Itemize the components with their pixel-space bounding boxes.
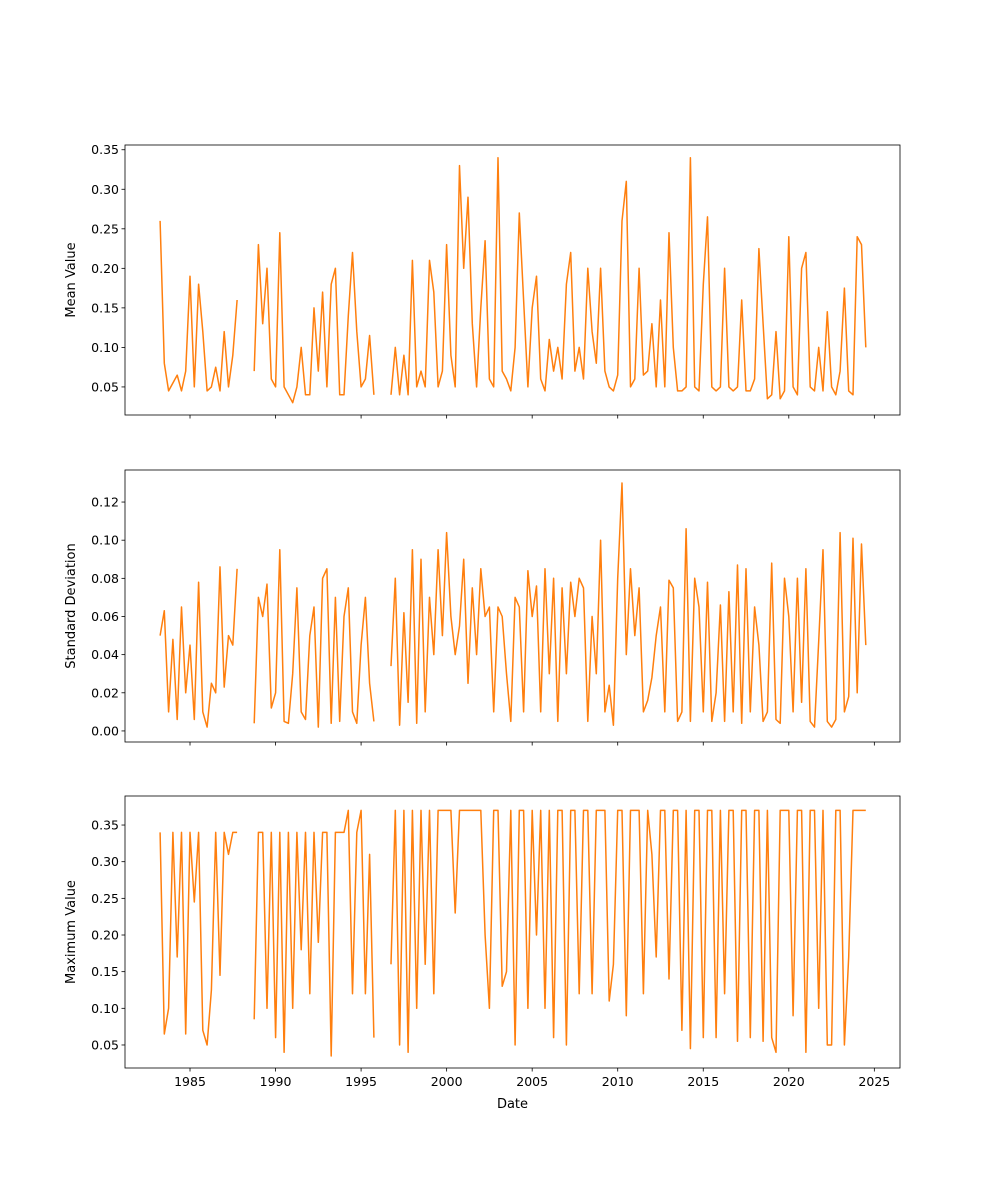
y-tick-label: 0.30 <box>91 854 119 869</box>
subplot-2: 0.00 0.02 0.04 0.06 0.08 0.10 0.12 Standard Dev… <box>64 469 901 746</box>
y-tick-label: 0.25 <box>91 221 119 236</box>
y-tick-label: 0.12 <box>91 495 119 510</box>
series-line-2 <box>159 482 867 728</box>
y-tick-label: 0.15 <box>91 964 119 979</box>
y-tick-label: 0.08 <box>91 571 119 586</box>
y-tick-label: 0.00 <box>91 723 119 738</box>
y-tick-label: 0.05 <box>91 379 119 394</box>
x-axis-label: Date <box>497 1097 528 1112</box>
axes-frame <box>124 795 901 1069</box>
y-tick-label: 0.25 <box>91 891 119 906</box>
y-tick-label: 0.10 <box>91 340 119 355</box>
y-tick-label: 0.10 <box>91 533 119 548</box>
x-tick-label: 2015 <box>687 1074 719 1089</box>
y-tick-label: 0.06 <box>91 609 119 624</box>
x-tick-label: 1995 <box>345 1074 377 1089</box>
y-tick-label: 0.04 <box>91 647 119 662</box>
series-line-3 <box>159 809 866 1057</box>
x-tick-label: 2010 <box>602 1074 634 1089</box>
y-tick-label: 0.15 <box>91 300 119 315</box>
axes-frame <box>124 144 901 416</box>
y-axis-label: Standard Deviation <box>64 543 79 668</box>
y-axis-label: Maximum Value <box>64 880 79 984</box>
series-line-1 <box>159 156 867 404</box>
y-tick-label: 0.35 <box>91 142 119 157</box>
x-tick-label: 2000 <box>431 1074 463 1089</box>
y-tick-label: 0.30 <box>91 182 119 197</box>
x-tick-label: 1985 <box>174 1074 206 1089</box>
x-tick-label: 2020 <box>773 1074 805 1089</box>
y-tick-label: 0.02 <box>91 685 119 700</box>
x-tick-label: 2005 <box>516 1074 548 1089</box>
y-tick-label: 0.05 <box>91 1037 119 1052</box>
axes-frame <box>124 469 901 743</box>
y-tick-label: 0.10 <box>91 1001 119 1016</box>
y-tick-label: 0.35 <box>91 818 119 833</box>
subplot-3: 1985 1990 1995 2000 2005 2010 2015 2020 2025 0.05… <box>64 795 901 1112</box>
x-tick-label: 2025 <box>858 1074 890 1089</box>
x-tick-label: 1990 <box>260 1074 292 1089</box>
subplot-1: 0.05 0.10 0.15 0.20 0.25 0.30 0.35 Mean Value <box>64 142 901 419</box>
y-tick-label: 0.20 <box>91 928 119 943</box>
y-tick-label: 0.20 <box>91 261 119 276</box>
y-axis-label: Mean Value <box>64 242 79 317</box>
